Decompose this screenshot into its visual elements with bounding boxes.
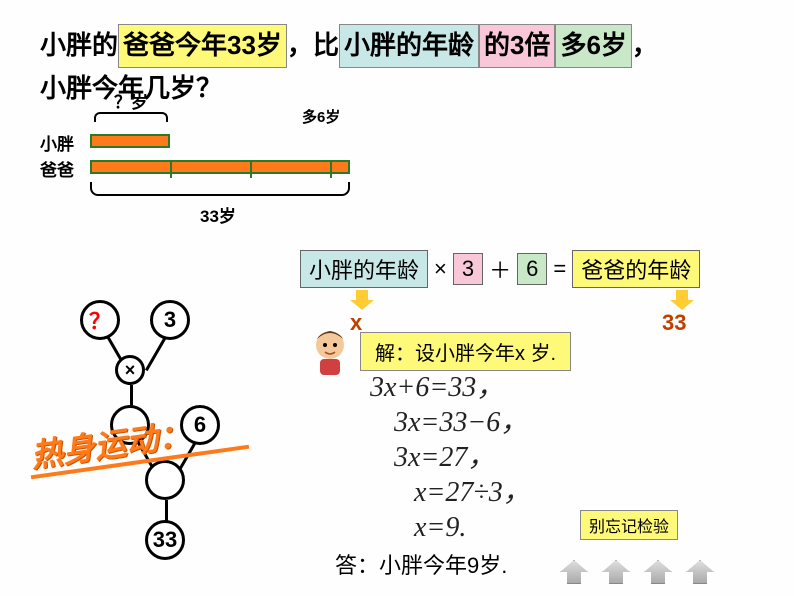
highlight-father-age: 爸爸今年33岁 — [118, 24, 287, 68]
answer-text: 答：小胖今年9岁. — [335, 548, 507, 580]
eq-op-eq: = — [553, 256, 566, 282]
step-4: x=27÷3， — [370, 475, 531, 510]
tree-node-mult: × — [115, 355, 145, 385]
highlight-child-age: 小胖的年龄 — [339, 24, 479, 68]
bar-label-father: 爸爸 — [40, 156, 74, 181]
chevron-up-icon[interactable] — [560, 560, 588, 584]
highlight-extra: 多6岁 — [555, 24, 631, 68]
step-3: 3x=27， — [370, 440, 531, 475]
highlight-multiplier: 的3倍 — [479, 24, 555, 68]
chevron-up-icon[interactable] — [686, 560, 714, 584]
eq-op-mult: × — [434, 256, 447, 282]
eq-term4: 爸爸的年龄 — [572, 250, 700, 288]
bracket-top-label: ？岁 — [114, 88, 148, 113]
nav-chevrons — [560, 560, 714, 584]
eq-term2: 3 — [453, 253, 483, 285]
bracket-bottom-label: 33岁 — [200, 202, 236, 227]
arrow-down-icon — [350, 290, 374, 310]
extra-label: 多6岁 — [302, 106, 340, 127]
tree-node-question: ？ — [80, 300, 120, 340]
step-5: x=9. — [370, 510, 531, 545]
step-1: 3x+6=33， — [370, 370, 531, 405]
bar-child — [90, 134, 170, 148]
eq-op-plus: ＋ — [489, 253, 511, 285]
step-2: 3x=33−6， — [370, 405, 531, 440]
equation-bar: 小胖的年龄 × 3 ＋ 6 = 爸爸的年龄 — [300, 250, 700, 288]
tree-node-3: 3 — [150, 300, 190, 340]
problem-line1: 小胖的爸爸今年33岁，比小胖的年龄的3倍多6岁， — [40, 24, 658, 68]
tree-node-33: 33 — [145, 520, 185, 560]
arrow-val-33: 33 — [662, 310, 686, 336]
chevron-up-icon[interactable] — [602, 560, 630, 584]
tree-node-blank2 — [145, 460, 185, 500]
arrow-down-icon — [670, 290, 694, 310]
chevron-up-icon[interactable] — [644, 560, 672, 584]
solution-setup: 解：设小胖今年x 岁. — [360, 332, 571, 371]
avatar-icon — [305, 325, 355, 375]
eq-term1: 小胖的年龄 — [300, 250, 428, 288]
bar-father — [90, 160, 350, 174]
solution-steps: 3x+6=33， 3x=33−6， 3x=27， x=27÷3， x=9. — [370, 370, 531, 545]
reminder-box: 别忘记检验 — [580, 510, 678, 540]
bar-label-child: 小胖 — [40, 130, 74, 155]
eq-term3: 6 — [517, 253, 547, 285]
